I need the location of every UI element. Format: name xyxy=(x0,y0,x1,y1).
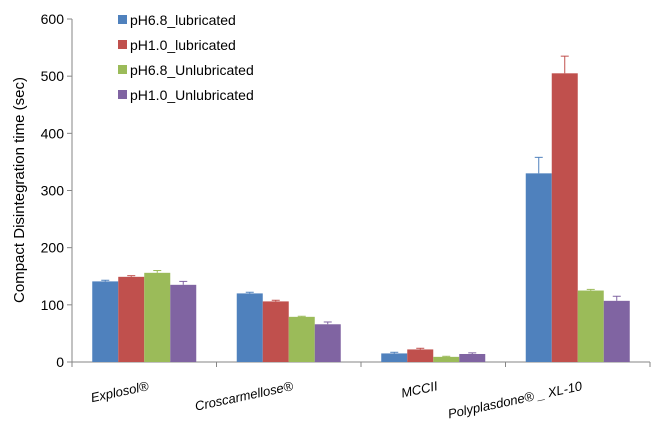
bar xyxy=(603,300,630,362)
legend-label: pH6.8_lubricated xyxy=(130,12,236,28)
bar xyxy=(433,356,460,362)
y-tick-label: 200 xyxy=(41,240,65,256)
x-category-label: MCCII xyxy=(400,378,440,400)
legend-label: pH1.0_Unlubricated xyxy=(130,87,254,103)
category-labels: Explosol® Croscarmellose® MCCII Polyplasdon… xyxy=(89,378,584,421)
y-tick-label: 100 xyxy=(41,297,65,313)
y-tick-label: 500 xyxy=(41,68,65,84)
y-axis-title: Compact Disintegration time (sec) xyxy=(11,77,28,303)
bar xyxy=(170,284,197,362)
x-category-label: Croscarmellose® xyxy=(194,378,295,414)
legend-swatch xyxy=(118,40,127,49)
legend-swatch xyxy=(118,90,127,99)
bar xyxy=(92,281,119,362)
legend-swatch xyxy=(118,65,127,74)
bar xyxy=(314,324,341,362)
error-bars xyxy=(101,55,621,357)
bar xyxy=(288,316,315,362)
x-category-label: Explosol® xyxy=(89,378,150,405)
bar xyxy=(551,73,578,362)
legend-label: pH1.0_lubricated xyxy=(130,37,236,53)
y-tick-label: 400 xyxy=(41,125,65,141)
bar xyxy=(459,353,486,362)
legend: pH6.8_lubricated pH1.0_lubricated pH6.8_Un… xyxy=(118,12,254,103)
bar xyxy=(577,290,604,362)
legend-swatch xyxy=(118,15,127,24)
bar xyxy=(236,293,263,362)
y-tick-label: 600 xyxy=(41,11,65,27)
y-tick-label: 300 xyxy=(41,183,65,199)
bar xyxy=(144,272,171,362)
bar xyxy=(525,173,552,362)
x-category-label: Polyplasdone® _ XL-10 xyxy=(446,378,584,421)
bars xyxy=(92,73,630,362)
bar xyxy=(407,349,434,362)
y-tick-label: 0 xyxy=(56,354,64,370)
bar xyxy=(118,276,145,362)
legend-label: pH6.8_Unlubricated xyxy=(130,62,254,78)
bar xyxy=(381,353,408,362)
bar xyxy=(262,301,289,362)
